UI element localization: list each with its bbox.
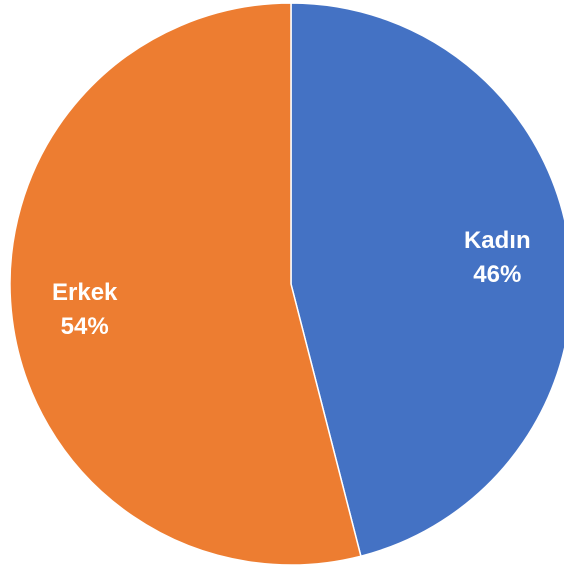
pie-slice-erkek — [9, 2, 362, 566]
pie-slices — [9, 2, 564, 566]
slice-category-label: Erkek — [52, 279, 118, 306]
pie-slice-kad-n — [290, 2, 564, 558]
slice-percent-label: 54% — [61, 313, 109, 340]
pie-labels: Kadın 46% Erkek 54% — [52, 227, 531, 340]
slice-category-label: Kadın — [464, 227, 531, 254]
slice-percent-label: 46% — [473, 261, 521, 288]
